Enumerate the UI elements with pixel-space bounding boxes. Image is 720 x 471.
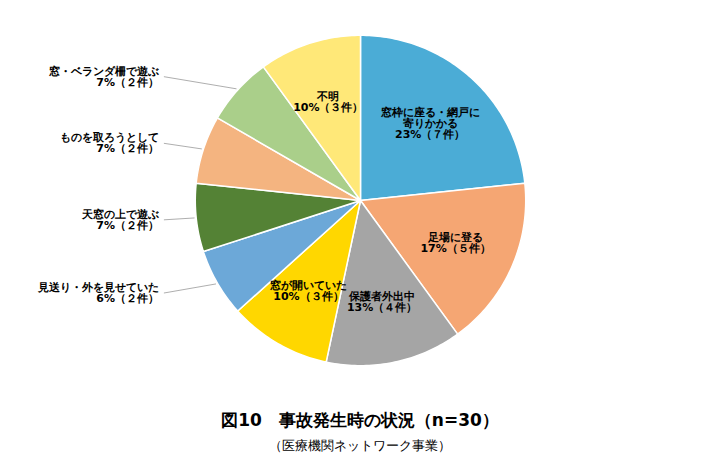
svg-text:天窓の上で遊ぶ7%（２件）: 天窓の上で遊ぶ7%（２件）	[81, 208, 159, 232]
html-text:図10 事故発生時の状況（n=30）: 図10 事故発生時の状況（n=30）	[221, 410, 499, 430]
html-text:（医療機関ネットワーク事業）: （医療機関ネットワーク事業）	[269, 438, 451, 453]
svg-text:保護者外出中13%（４件）: 保護者外出中13%（４件）	[347, 290, 417, 314]
svg-text:見送り・外を見せていた6%（２件）: 見送り・外を見せていた6%（２件）	[37, 281, 159, 305]
svg-text:ものを取ろうとして7%（２件）: ものを取ろうとして7%（２件）	[60, 131, 159, 155]
svg-text:窓枠に座る・網戸に寄りかかる23%（７件）: 窓枠に座る・網戸に寄りかかる23%（７件）	[381, 106, 480, 141]
svg-text:窓が開いていた10%（３件）: 窓が開いていた10%（３件）	[270, 279, 347, 303]
svg-text:足場に登る17%（５件）: 足場に登る17%（５件）	[420, 231, 490, 255]
svg-text:窓・ベランダ柵で遊ぶ7%（２件）: 窓・ベランダ柵で遊ぶ7%（２件）	[49, 65, 159, 89]
svg-text:不明10%（３件）: 不明10%（３件）	[293, 90, 363, 114]
